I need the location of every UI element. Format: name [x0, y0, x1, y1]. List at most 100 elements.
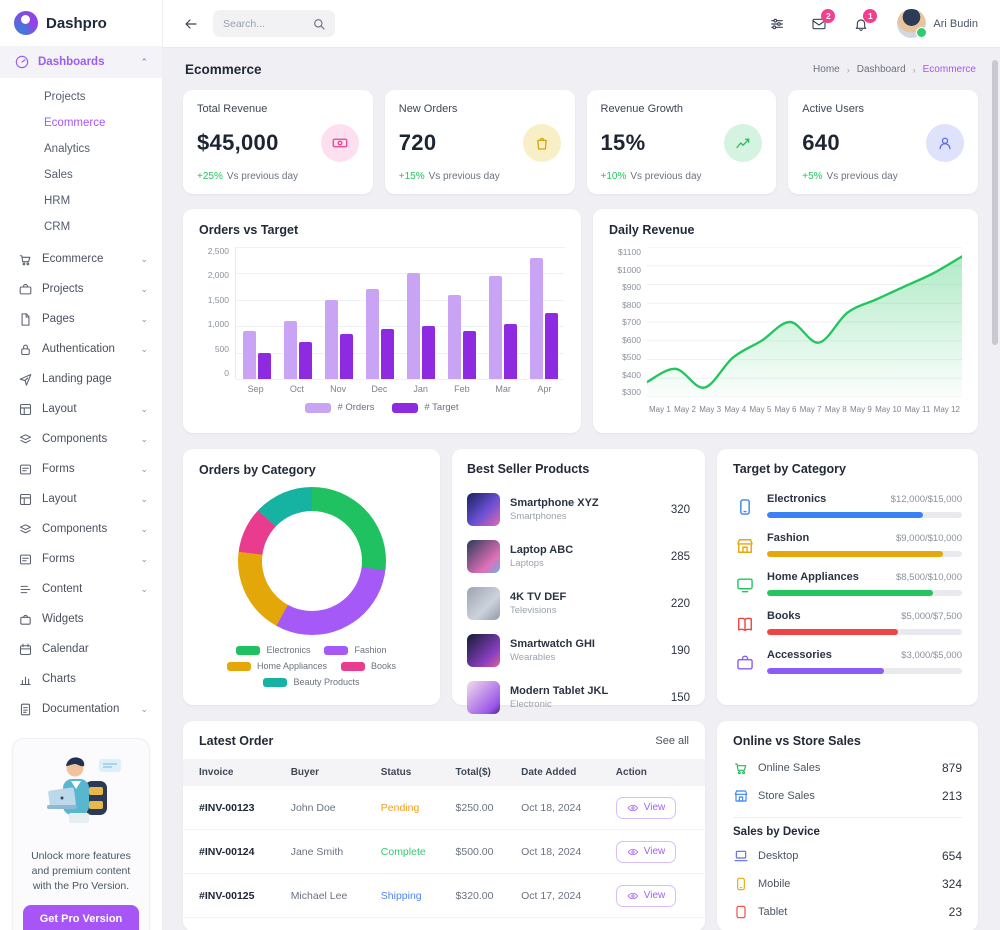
stat-value: 640: [802, 130, 840, 155]
orders-row: Latest Order See all Invoice Buyer Status T…: [183, 721, 978, 930]
view-button[interactable]: View: [615, 796, 677, 819]
cell-buyer: Jane Smith: [284, 829, 375, 874]
progress-track: [767, 629, 962, 635]
sidebar-item-components[interactable]: Components ⌄: [0, 424, 162, 454]
bar-target: [422, 326, 436, 379]
bar-ytick: 1,500: [207, 294, 229, 305]
product-sales: 220: [670, 597, 690, 610]
search-box: [213, 10, 335, 37]
target-category-list: Electronics $12,000/$15,000 Fashion $9,000/…: [733, 486, 962, 681]
sidebar-item-pages[interactable]: Pages ⌄: [0, 304, 162, 334]
main-area: 2 1 Ari Budin Ecommerce Home›Dashboard›E…: [163, 0, 1000, 930]
sidebar-item-ecommerce[interactable]: Ecommerce ⌄: [0, 244, 162, 274]
user-menu[interactable]: Ari Budin: [897, 9, 978, 38]
line-ytick: $1100: [617, 247, 641, 257]
progress-track: [767, 512, 962, 518]
seller-row: Smartwatch GHI Wearables 190: [467, 627, 690, 674]
donut-legend-label: Beauty Products: [293, 677, 360, 687]
back-arrow-icon[interactable]: [183, 16, 199, 32]
stat-card-new-orders: New Orders 720 +15% Vs previous day: [384, 90, 575, 194]
sales-row-online-sales: Online Sales 879: [733, 754, 962, 782]
bar-gridline: [236, 247, 565, 248]
bar-ytick: 1,000: [207, 319, 229, 330]
bar-orders: [530, 257, 544, 379]
sidebar-item-forms[interactable]: Forms ⌄: [0, 544, 162, 574]
bar-xtick: Jan: [413, 384, 428, 394]
mail-icon[interactable]: 2: [811, 8, 836, 32]
sidebar-item-authentication[interactable]: Authentication ⌄: [0, 334, 162, 364]
sidebar-item-calendar[interactable]: Calendar: [0, 634, 162, 664]
see-all-link[interactable]: See all: [655, 735, 689, 747]
view-button[interactable]: View: [615, 840, 677, 863]
get-pro-version-button[interactable]: Get Pro Version →: [23, 904, 139, 930]
store-icon: [733, 788, 749, 804]
search-input[interactable]: [223, 17, 311, 30]
stat-value: $45,000: [197, 130, 279, 155]
sidebar-item-content[interactable]: Content ⌄: [0, 574, 162, 604]
brand-logo[interactable]: Dashpro: [0, 0, 162, 46]
phone-icon: [733, 876, 749, 892]
bar-gridline: [236, 352, 565, 354]
sidebar-item-components[interactable]: Components ⌄: [0, 514, 162, 544]
online-vs-store-title: Online vs Store Sales: [733, 734, 861, 748]
bar-group-feb: [442, 247, 483, 379]
sidebar-item-layout[interactable]: Layout ⌄: [0, 484, 162, 514]
money-icon: [320, 124, 359, 162]
breadcrumb-item-home[interactable]: Home: [813, 64, 840, 75]
bar-chart-legend: # Orders # Target: [199, 402, 565, 413]
table-row: #INV-00125 Michael Lee Shipping $320.00 Oct …: [183, 873, 705, 918]
column-header-status: Status: [380, 767, 412, 778]
forms-icon: [18, 552, 33, 567]
sidebar-subitem-analytics[interactable]: Analytics: [44, 143, 91, 155]
bar-xtick: Feb: [454, 384, 470, 394]
product-sales: 285: [670, 550, 690, 563]
sidebar-item-charts[interactable]: Charts: [0, 664, 162, 694]
mail-badge: 2: [821, 8, 836, 23]
sidebar-subitem-hrm[interactable]: HRM: [44, 195, 71, 207]
sidebar-subitem-ecommerce[interactable]: Ecommerce: [44, 117, 106, 129]
chevron-down-icon: ⌄: [140, 583, 148, 594]
stat-delta: +25% Vs previous day: [197, 171, 299, 182]
stat-value: 15%: [600, 130, 646, 155]
breadcrumb-item-dashboard[interactable]: Dashboard: [856, 64, 906, 75]
sidebar-item-label: Forms: [42, 553, 75, 565]
sidebar-subitem-sales[interactable]: Sales: [44, 169, 73, 181]
progress-fill: [767, 551, 943, 557]
sidebar-subitem-crm[interactable]: CRM: [44, 221, 71, 233]
donut-legend-item: Fashion: [324, 645, 387, 655]
product-image: [467, 681, 500, 714]
column-header-action: Action: [615, 767, 647, 778]
sidebar-item-dashboards[interactable]: Dashboards ⌃: [0, 46, 162, 78]
vertical-scrollbar[interactable]: [992, 60, 998, 345]
line-xtick: May 9: [850, 405, 872, 414]
stat-card-revenue-growth: Revenue Growth 15% +10% Vs previous day: [586, 90, 777, 194]
sidebar-item-documentation[interactable]: Documentation ⌄: [0, 694, 162, 724]
sidebar-item-layout[interactable]: Layout ⌄: [0, 394, 162, 424]
stat-label: Revenue Growth: [600, 103, 684, 115]
breadcrumb-item-ecommerce[interactable]: Ecommerce: [922, 64, 976, 75]
target-value: $5,000/$7,500: [901, 610, 962, 622]
sidebar-item-label: Documentation: [42, 703, 120, 715]
sidebar-item-widgets[interactable]: Widgets: [0, 604, 162, 634]
settings-sliders-icon[interactable]: [769, 16, 785, 32]
product-name: Laptop ABC: [510, 544, 574, 556]
cell-date: Oct 17, 2024: [515, 873, 610, 918]
sidebar-item-landing-page[interactable]: Landing page: [0, 364, 162, 394]
sidebar-subitem-projects[interactable]: Projects: [44, 91, 86, 103]
product-sales: 150: [670, 691, 690, 704]
bell-icon[interactable]: 1: [853, 8, 878, 32]
sidebar-item-label: Calendar: [42, 643, 89, 655]
view-button[interactable]: View: [615, 884, 677, 907]
sidebar-item-projects[interactable]: Projects ⌄: [0, 274, 162, 304]
product-category: Smartphones: [510, 511, 567, 522]
product-sales: 320: [670, 503, 690, 516]
donut-swatch: [324, 645, 349, 655]
product-image: [467, 587, 500, 620]
sidebar-item-forms[interactable]: Forms ⌄: [0, 454, 162, 484]
sidebar-item-label: Authentication: [42, 343, 115, 355]
sidebar-item-label: Widgets: [42, 613, 84, 625]
bar-target: [545, 313, 559, 379]
line-ytick: $600: [622, 334, 641, 345]
column-header-dateadded: Date Added: [521, 767, 577, 778]
bar-gridline: [236, 299, 565, 301]
